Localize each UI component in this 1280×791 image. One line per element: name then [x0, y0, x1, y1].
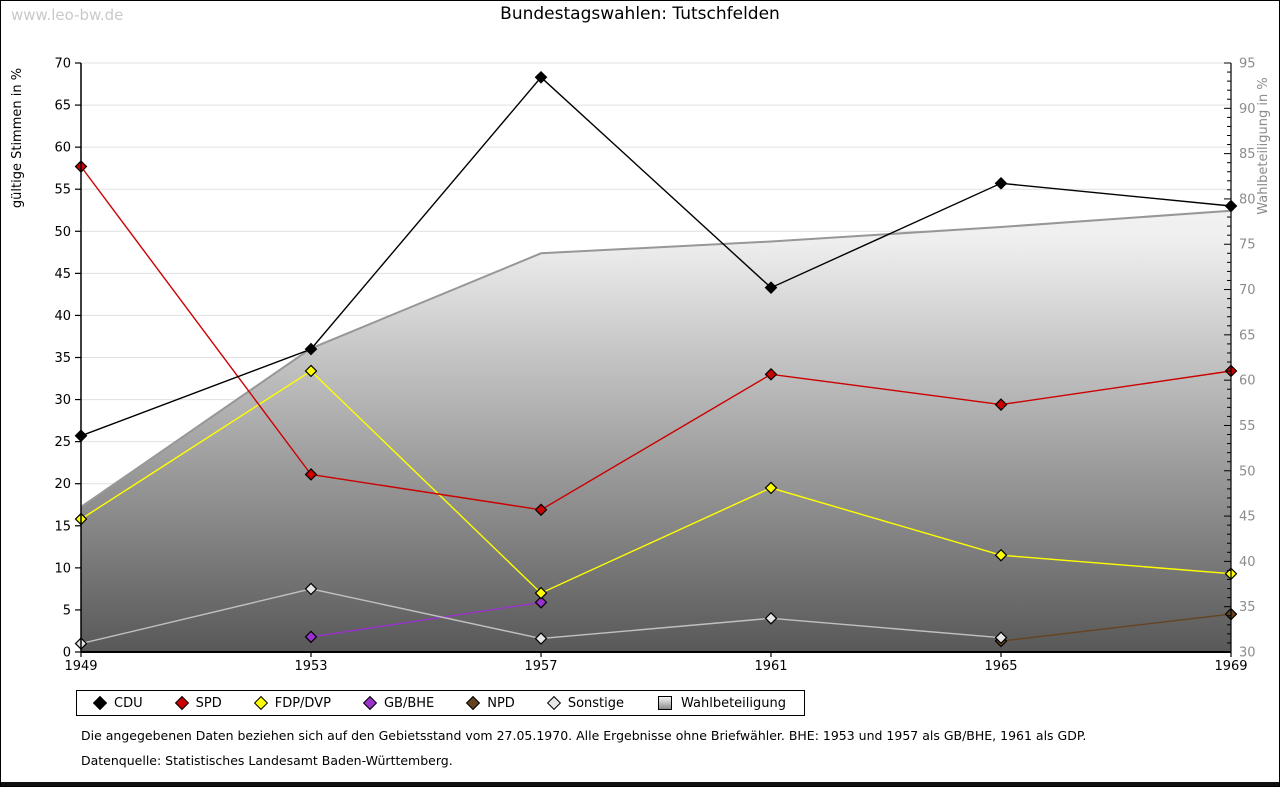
legend-label-cdu: CDU [114, 695, 143, 711]
svg-text:15: 15 [54, 519, 71, 534]
svg-text:50: 50 [54, 225, 71, 240]
svg-text:1969: 1969 [1214, 659, 1247, 674]
svg-text:60: 60 [54, 141, 71, 156]
data-point-cdu-1961 [764, 281, 778, 295]
svg-text:1961: 1961 [754, 659, 787, 674]
right-axis-title: Wahlbeteiligung in % [1256, 77, 1271, 214]
data-source: Datenquelle: Statistisches Landesamt Bad… [81, 753, 453, 768]
svg-text:95: 95 [1239, 57, 1256, 72]
axes [75, 62, 1232, 657]
svg-text:55: 55 [54, 183, 71, 198]
footnote: Die angegebenen Daten beziehen sich auf … [81, 728, 1087, 743]
series-gb-bhe [304, 596, 548, 644]
svg-text:35: 35 [1239, 600, 1256, 615]
svg-text:65: 65 [1239, 328, 1256, 343]
legend-label-fdp-dvp: FDP/DVP [274, 695, 331, 711]
svg-text:85: 85 [1239, 147, 1256, 162]
axis-titles: gültige Stimmen in % Wahlbeteiligung in % [10, 68, 1271, 215]
data-point-sonstige-1961 [764, 611, 778, 625]
legend: CDU SPD FDP/DVP GB/BHE NPD Sonstige Wahl… [76, 690, 806, 716]
legend-item-spd: SPD [174, 695, 222, 711]
page-title: Bundestagswahlen: Tutschfelden [500, 4, 780, 24]
data-point-spd-1953 [304, 468, 318, 481]
legend-label-spd: SPD [195, 695, 222, 711]
left-axis-title: gültige Stimmen in % [10, 68, 25, 208]
spd-marker-icon [174, 695, 189, 711]
wahlbeteiligung-area-icon [658, 696, 672, 710]
svg-text:10: 10 [54, 561, 71, 576]
turnout-area-series [80, 209, 1232, 652]
watermark: www.leo-bw.de [11, 6, 124, 24]
legend-label-sonstige: Sonstige [567, 695, 624, 711]
data-point-fdp-dvp-1953 [304, 364, 318, 378]
series-spd [74, 160, 1238, 517]
legend-item-wahlbeteiligung: Wahlbeteiligung [658, 696, 786, 711]
bottom-border [1, 782, 1279, 786]
svg-text:25: 25 [54, 435, 71, 450]
svg-text:40: 40 [1239, 555, 1256, 570]
svg-text:20: 20 [54, 477, 71, 492]
election-line-chart: 0 5 10 15 20 25 30 35 40 45 50 55 60 65 70 30 35 40 45 50 55… [10, 57, 1271, 675]
data-point-sonstige-1953 [304, 582, 318, 596]
cdu-marker-icon [92, 695, 108, 711]
svg-text:0: 0 [63, 646, 71, 661]
svg-text:45: 45 [54, 267, 71, 282]
fdp-dvp-marker-icon [253, 695, 268, 711]
series-sonstige [74, 582, 1008, 650]
svg-text:65: 65 [54, 99, 71, 114]
data-point-sonstige-1957 [534, 632, 548, 645]
data-point-spd-1965 [994, 398, 1008, 411]
legend-item-fdp-dvp: FDP/DVP [253, 695, 331, 711]
data-point-fdp-dvp-1961 [764, 481, 778, 495]
data-point-spd-1961 [764, 367, 778, 381]
data-point-cdu-1965 [994, 176, 1008, 190]
data-point-gb-bhe-1957 [534, 596, 548, 609]
svg-text:70: 70 [54, 57, 71, 72]
data-point-fdp-dvp-1957 [534, 586, 548, 600]
data-point-cdu-1957 [534, 70, 548, 84]
svg-text:60: 60 [1239, 374, 1256, 389]
legend-label-gb-bhe: GB/BHE [383, 695, 435, 711]
svg-text:5: 5 [63, 603, 71, 618]
svg-text:1965: 1965 [984, 659, 1017, 674]
data-point-fdp-dvp-1965 [994, 548, 1008, 562]
legend-item-gb-bhe: GB/BHE [362, 695, 435, 711]
gb-bhe-marker-icon [362, 695, 378, 711]
svg-text:45: 45 [1239, 510, 1256, 525]
svg-text:1957: 1957 [524, 659, 557, 674]
svg-text:50: 50 [1239, 464, 1256, 479]
legend-label-npd: NPD [487, 695, 515, 711]
data-point-gb-bhe-1953 [304, 630, 318, 644]
svg-text:35: 35 [54, 351, 71, 366]
svg-text:30: 30 [54, 393, 71, 408]
axis-tick-labels: 0 5 10 15 20 25 30 35 40 45 50 55 60 65 70 30 35 40 45 50 55… [54, 57, 1255, 675]
legend-item-cdu: CDU [92, 695, 143, 711]
svg-text:1949: 1949 [64, 659, 97, 674]
svg-text:40: 40 [54, 309, 71, 324]
data-point-sonstige-1965 [994, 631, 1008, 645]
svg-text:75: 75 [1239, 238, 1256, 253]
svg-text:55: 55 [1239, 419, 1256, 434]
sonstige-marker-icon [546, 695, 561, 711]
svg-text:30: 30 [1239, 646, 1256, 661]
npd-marker-icon [466, 695, 481, 711]
legend-item-npd: NPD [466, 695, 515, 711]
legend-label-wahlbeteiligung: Wahlbeteiligung [681, 695, 787, 711]
svg-text:70: 70 [1239, 283, 1256, 298]
data-point-spd-1957 [534, 503, 548, 517]
svg-text:90: 90 [1239, 102, 1256, 117]
legend-item-sonstige: Sonstige [546, 695, 624, 711]
svg-text:80: 80 [1239, 192, 1256, 207]
data-point-cdu-1953 [304, 342, 318, 356]
svg-text:1953: 1953 [294, 659, 327, 674]
